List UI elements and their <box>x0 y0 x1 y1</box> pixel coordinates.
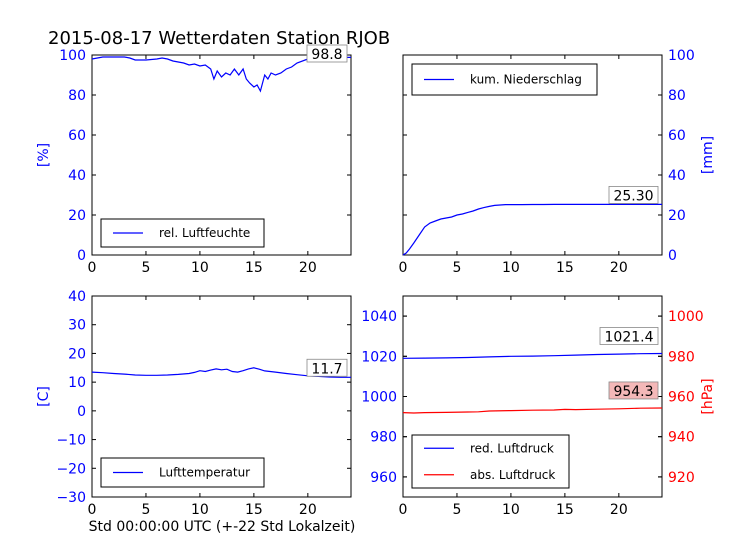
legend-label: abs. Luftdruck <box>470 468 555 482</box>
legend-label: rel. Luftfeuchte <box>159 226 250 240</box>
y-tick-label: 100 <box>668 48 695 64</box>
x-tick-label: 15 <box>245 260 263 276</box>
y-tick-label: 0 <box>77 248 86 264</box>
x-tick-label: 5 <box>141 502 150 518</box>
y-tick-label: 980 <box>668 349 695 365</box>
y-tick-label: 10 <box>68 375 86 391</box>
legend-label: Lufttemperatur <box>159 466 250 480</box>
x-tick-label: 5 <box>452 260 461 276</box>
figure-title: 2015-08-17 Wetterdaten Station RJOB <box>48 28 390 49</box>
x-tick-label: 20 <box>299 502 317 518</box>
y-tick-label: 0 <box>77 404 86 420</box>
last-value-box <box>608 381 659 400</box>
y-tick-label: 0 <box>668 248 677 264</box>
legend-label: kum. Niederschlag <box>470 73 582 87</box>
legend-box <box>411 434 570 489</box>
y-tick-label: 1040 <box>361 309 397 325</box>
x-tick-label: 0 <box>88 260 97 276</box>
x-tick-label: 15 <box>245 502 263 518</box>
last-value-box <box>306 44 348 63</box>
chart-panel-bottom-right: 0 5 10 15 20 960 980 1000 1020 1040 920 940 960 980 10… <box>361 295 716 518</box>
y-tick-label: 60 <box>68 128 86 144</box>
y-tick-label: −10 <box>56 433 86 449</box>
last-value-box <box>608 185 659 204</box>
last-value-label: 25.30 <box>613 188 653 204</box>
x-tick-label: 20 <box>610 502 628 518</box>
y-tick-label: −20 <box>56 461 86 477</box>
y-tick-label: 20 <box>668 208 686 224</box>
x-tick-label: 20 <box>299 260 317 276</box>
x-tick-label: 10 <box>191 260 209 276</box>
chart-panel-bottom-left: 0 5 10 15 20 −30 −20 −10 0 10 20 30 40 [C] 11.7 Lufttem… <box>36 289 352 518</box>
series-line-1 <box>402 352 663 359</box>
x-tick-label: 15 <box>556 502 574 518</box>
x-tick-label: 5 <box>141 260 150 276</box>
series-line-1 <box>91 367 351 378</box>
x-tick-label: 10 <box>191 502 209 518</box>
y-tick-label: 80 <box>668 88 686 104</box>
y-tick-label: 40 <box>68 289 86 305</box>
chart-panel-top-left: 0 5 10 15 20 0 20 40 60 80 100 [%] 98.8 rel. Luftfeuc… <box>36 44 352 276</box>
y-tick-label: 40 <box>68 168 86 184</box>
last-value-box <box>306 358 348 377</box>
y-axis-label: [mm] <box>700 136 716 174</box>
x-tick-label: 0 <box>399 260 408 276</box>
y-tick-label: 20 <box>68 208 86 224</box>
x-tick-label: 0 <box>88 502 97 518</box>
y-tick-label: 1020 <box>361 349 397 365</box>
y-tick-label: 30 <box>68 318 86 334</box>
x-tick-label: 15 <box>556 260 574 276</box>
x-tick-label: 10 <box>502 260 520 276</box>
y-tick-label: −30 <box>56 490 86 506</box>
y-tick-label: 60 <box>668 128 686 144</box>
y-tick-label: 20 <box>68 346 86 362</box>
y-tick-label: 980 <box>370 430 397 446</box>
y-axis-label: [%] <box>36 143 52 167</box>
series-line-1 <box>402 203 662 256</box>
x-tick-label: 20 <box>610 260 628 276</box>
series-line-1 <box>91 56 351 93</box>
y-tick-label: 40 <box>668 168 686 184</box>
y-tick-label: 1000 <box>361 390 397 406</box>
x-tick-label: 5 <box>452 502 461 518</box>
y-axis-label: [hPa] <box>700 378 716 414</box>
y-tick-label: 1000 <box>668 309 704 325</box>
series-line-2 <box>402 407 663 414</box>
last-value-label: 1021.4 <box>605 329 654 345</box>
y-tick-label: 960 <box>370 470 397 486</box>
y-tick-label: 100 <box>59 48 86 64</box>
legend-label: red. Luftdruck <box>470 441 554 455</box>
x-axis-label: Std 00:00:00 UTC (+-22 Std Lokalzeit) <box>89 519 356 535</box>
y-tick-label: 80 <box>68 88 86 104</box>
plot-frame <box>91 54 352 256</box>
y-tick-label: 940 <box>668 430 695 446</box>
last-value-label: 98.8 <box>311 47 342 63</box>
x-tick-label: 10 <box>502 502 520 518</box>
last-value-box <box>599 327 659 345</box>
plot-frame <box>402 54 663 256</box>
x-tick-label: 0 <box>399 502 408 518</box>
y-tick-label: 960 <box>668 390 695 406</box>
y-tick-label: 920 <box>668 470 695 486</box>
chart-panel-top-right: 0 5 10 15 20 0 20 40 60 80 100 [mm] 25.30 kum. Nieder… <box>399 48 716 276</box>
plot-frame <box>91 295 352 498</box>
last-value-label: 954.3 <box>613 384 653 400</box>
last-value-label: 11.7 <box>311 361 342 377</box>
y-axis-label: [C] <box>36 386 52 407</box>
